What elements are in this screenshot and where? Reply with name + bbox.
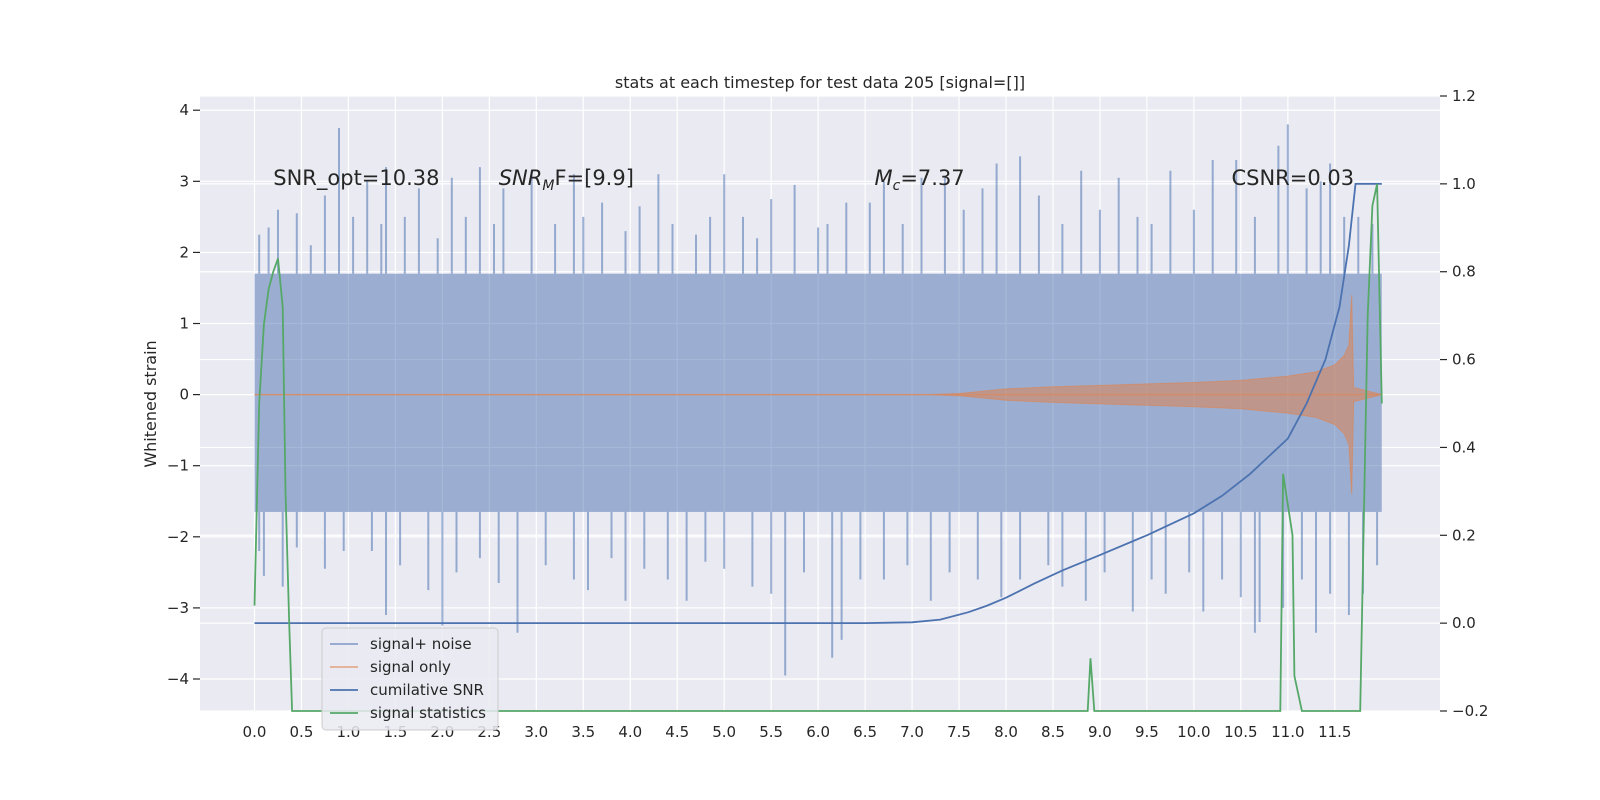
- y2-tick-label: 0.8: [1452, 263, 1476, 281]
- annotation-subscript: c: [893, 178, 901, 194]
- annotation-italic: SNR: [499, 166, 543, 190]
- x-tick-label: 5.5: [759, 723, 783, 741]
- annotation-text: SNR_opt=10.38: [273, 166, 439, 191]
- x-tick-label: 10.0: [1177, 723, 1210, 741]
- signal-noise-peaks-down: [258, 511, 1379, 676]
- y2-tick-label: 1.2: [1452, 87, 1476, 105]
- x-tick-label: 5.0: [712, 723, 736, 741]
- x-tick-label: 8.0: [994, 723, 1018, 741]
- signal-statistics-line: [253, 183, 1383, 712]
- x-tick-label: 9.5: [1135, 723, 1159, 741]
- legend-label: signal+ noise: [370, 635, 472, 653]
- y-axis-label: Whitened strain: [141, 340, 160, 467]
- x-tick-label: 9.0: [1088, 723, 1112, 741]
- signal-noise-peaks-up: [258, 124, 1374, 274]
- y2-tick-label: 0.6: [1452, 351, 1476, 369]
- x-tick-label: 6.5: [853, 723, 877, 741]
- x-tick-label: 8.5: [1041, 723, 1065, 741]
- y-tick-label: −4: [167, 670, 189, 688]
- axis-ticks: 0.0 0.5 1.0 1.5 2.0 2.5 3.0 3.5 4.0 4.5 5.0 5.5 6.0 6…: [167, 87, 1489, 741]
- y-tick-label: 2: [179, 243, 189, 261]
- annotation-text: CSNR=0.03: [1231, 166, 1354, 190]
- y-tick-label: −1: [167, 457, 189, 475]
- y2-tick-label: 0.2: [1452, 526, 1476, 544]
- y-tick-label: −3: [167, 599, 189, 617]
- legend-label: cumilative SNR: [370, 681, 484, 699]
- x-tick-label: 0.5: [290, 723, 314, 741]
- x-tick-label: 10.5: [1224, 723, 1257, 741]
- x-tick-label: 3.5: [571, 723, 595, 741]
- y-tick-label: 1: [179, 315, 189, 333]
- y2-tick-label: −0.2: [1452, 702, 1488, 720]
- y-tick-label: −2: [167, 528, 189, 546]
- annotation-subscript: M: [542, 178, 554, 194]
- x-tick-label: 11.0: [1271, 723, 1304, 741]
- annotation-tail: F=[9.9]: [554, 166, 633, 190]
- legend: signal+ noise signal only cumilative SNR si…: [321, 627, 499, 731]
- annotation-text: Mc=7.37: [874, 166, 964, 194]
- series-layer: [253, 124, 1383, 712]
- legend-label: signal statistics: [370, 704, 486, 722]
- cumulative-snr-line: [254, 182, 1382, 624]
- x-tick-label: 3.0: [524, 723, 548, 741]
- x-tick-label: 4.0: [618, 723, 642, 741]
- y2-tick-label: 1.0: [1452, 175, 1476, 193]
- y-tick-label: 3: [179, 172, 189, 190]
- x-tick-label: 11.5: [1318, 723, 1351, 741]
- x-tick-label: 7.5: [947, 723, 971, 741]
- legend-label: signal only: [370, 658, 451, 676]
- y2-tick-label: 0.4: [1452, 438, 1476, 456]
- annotation-tail: =7.37: [900, 166, 964, 190]
- x-tick-label: 6.0: [806, 723, 830, 741]
- annotation-italic: M: [874, 166, 892, 190]
- y2-tick-label: 0.0: [1452, 614, 1476, 632]
- legend-box: [321, 627, 499, 731]
- annotations: SNR_opt=10.38 SNRMF=[9.9] Mc=7.37 CSNR=0.03: [273, 166, 1354, 194]
- x-tick-label: 4.5: [665, 723, 689, 741]
- x-tick-label: 7.0: [900, 723, 924, 741]
- y-tick-label: 0: [179, 386, 189, 404]
- annotation-text: SNRMF=[9.9]: [499, 166, 634, 194]
- x-tick-label: 0.0: [243, 723, 267, 741]
- y-tick-label: 4: [179, 101, 189, 119]
- chart-title: stats at each timestep for test data 205…: [615, 73, 1025, 92]
